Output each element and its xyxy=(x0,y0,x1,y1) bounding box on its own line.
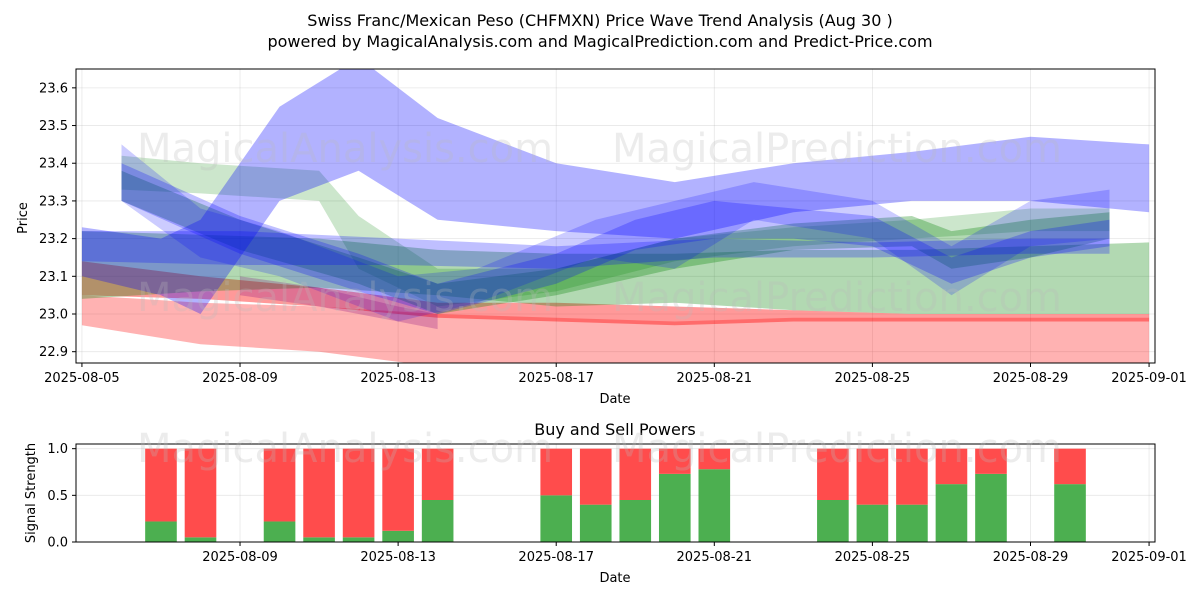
sell-bar xyxy=(382,448,414,531)
watermark-text: MagicalAnalysis.com xyxy=(137,426,553,472)
sell-bar xyxy=(184,448,217,538)
buy-bar xyxy=(896,504,928,542)
price-band-blue-6 xyxy=(81,231,1110,269)
sell-bar xyxy=(975,448,1007,474)
price-x-tick-label: 2025-08-09 xyxy=(202,371,278,386)
price-x-tick-label: 2025-08-05 xyxy=(44,371,120,386)
price-band-blue-7 xyxy=(121,144,1110,322)
signal-chart-axes: 2025-08-09 2025-08-13 2025-08-17 2025-08-21… xyxy=(47,442,1187,565)
signal-x-tick-label: 2025-08-17 xyxy=(518,550,594,565)
price-y-tick-label: 23.1 xyxy=(39,270,68,285)
price-y-tick-label: 23.4 xyxy=(39,157,68,172)
price-chart-xlabel: Date xyxy=(599,392,630,407)
sell-bar xyxy=(303,448,335,538)
price-chart-grid xyxy=(76,69,1155,363)
sell-bar xyxy=(579,448,612,505)
signal-y-tick-label: 1.0 xyxy=(47,442,68,457)
sell-bar xyxy=(817,448,849,500)
buy-bar xyxy=(856,504,889,542)
sell-bar xyxy=(145,448,177,522)
signal-chart-frame xyxy=(75,443,1156,543)
buy-bar xyxy=(1054,484,1086,542)
buy-bar xyxy=(935,484,968,542)
sell-bar xyxy=(540,448,573,496)
price-x-tick-label: 2025-08-25 xyxy=(835,371,911,386)
signal-x-tick-label: 2025-08-25 xyxy=(835,550,911,565)
sell-bar xyxy=(856,448,889,505)
price-band-blue-8 xyxy=(121,163,1110,314)
buy-bar xyxy=(382,530,414,542)
buy-bar xyxy=(303,537,335,542)
sell-bar xyxy=(935,448,968,485)
watermark-text: MagicalPrediction.com xyxy=(612,426,1062,472)
price-y-tick-label: 23.2 xyxy=(39,232,68,247)
watermark-text: MagicalAnalysis.com xyxy=(137,275,553,321)
signal-x-tick-label: 2025-08-13 xyxy=(360,550,436,565)
sell-bar xyxy=(421,448,454,500)
price-x-tick-label: 2025-09-01 xyxy=(1111,371,1187,386)
price-band-red-1 xyxy=(81,261,1150,326)
price-x-tick-label: 2025-08-13 xyxy=(360,371,436,386)
price-chart-ylabel: Price xyxy=(16,202,31,234)
signal-x-tick-label: 2025-08-09 xyxy=(202,550,278,565)
price-y-tick-label: 23.0 xyxy=(39,308,68,323)
buy-bar xyxy=(619,500,652,542)
buy-bar xyxy=(145,521,177,542)
sell-bar xyxy=(263,448,296,522)
watermark-text: MagicalPrediction.com xyxy=(612,126,1062,172)
buy-bar xyxy=(658,473,691,542)
buy-bar xyxy=(342,537,375,542)
buy-bar xyxy=(263,521,296,542)
signal-chart-title: Buy and Sell Powers xyxy=(534,420,696,439)
price-chart-frame xyxy=(75,68,1156,364)
sell-bar xyxy=(658,448,691,474)
watermark-text: MagicalPrediction.com xyxy=(612,275,1062,321)
price-chart-axes: 2025-08-05 2025-08-09 2025-08-13 2025-08-17… xyxy=(39,68,1187,386)
signal-y-tick-label: 0.5 xyxy=(47,489,68,504)
signal-chart-bars xyxy=(145,448,1086,542)
buy-bar xyxy=(579,504,612,542)
price-y-tick-label: 22.9 xyxy=(39,345,68,360)
price-x-tick-label: 2025-08-29 xyxy=(993,371,1069,386)
price-band-green-3 xyxy=(121,155,1110,307)
watermark-text: MagicalAnalysis.com xyxy=(137,126,553,172)
signal-x-tick-label: 2025-08-29 xyxy=(993,550,1069,565)
sell-bar xyxy=(896,448,928,505)
price-band-green-2 xyxy=(81,231,1150,314)
main-title: Swiss Franc/Mexican Peso (CHFMXN) Price … xyxy=(307,11,892,30)
price-y-tick-label: 23.3 xyxy=(39,194,68,209)
price-band-blue-5 xyxy=(81,69,1150,314)
buy-bar xyxy=(817,500,849,542)
price-band-green-4 xyxy=(121,170,1110,314)
price-chart-bands xyxy=(81,69,1150,363)
price-band-purple-9 xyxy=(240,276,438,330)
buy-bar xyxy=(540,495,573,542)
price-chart-background xyxy=(76,69,1155,363)
sell-bar xyxy=(619,448,652,500)
signal-y-tick-label: 0.0 xyxy=(47,536,68,551)
buy-bar xyxy=(698,469,731,542)
sell-bar xyxy=(698,448,731,470)
price-x-tick-label: 2025-08-17 xyxy=(518,371,594,386)
price-band-red-0 xyxy=(81,295,1150,363)
signal-chart-ylabel: Signal Strength xyxy=(24,443,39,543)
sell-bar xyxy=(342,448,375,538)
watermark-layer: MagicalAnalysis.com MagicalPrediction.com… xyxy=(137,126,1062,472)
main-subtitle: powered by MagicalAnalysis.com and Magic… xyxy=(267,32,932,51)
buy-bar xyxy=(421,500,454,542)
signal-chart-xlabel: Date xyxy=(599,571,630,586)
price-y-tick-label: 23.6 xyxy=(39,81,68,96)
signal-x-tick-label: 2025-09-01 xyxy=(1111,550,1187,565)
price-x-tick-label: 2025-08-21 xyxy=(677,371,753,386)
sell-bar xyxy=(1054,448,1086,485)
buy-bar xyxy=(975,473,1007,542)
signal-x-tick-label: 2025-08-21 xyxy=(677,550,753,565)
price-y-tick-label: 23.5 xyxy=(39,119,68,134)
buy-bar xyxy=(184,537,217,542)
